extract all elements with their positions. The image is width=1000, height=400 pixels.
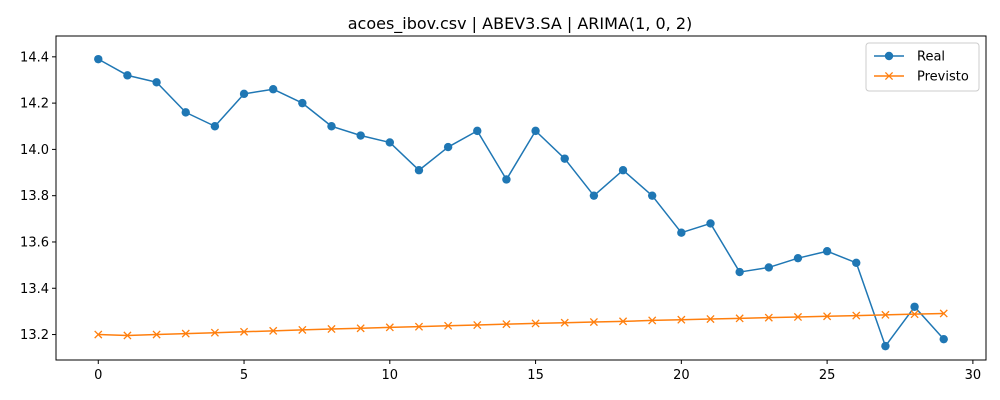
data-point-previsto: [852, 311, 861, 320]
data-point-real: [239, 89, 249, 99]
data-point-previsto: [385, 323, 394, 332]
y-axis: 13.2 13.4 13.6 13.8 14.0 14.2 14.4: [20, 50, 56, 343]
data-point-real: [735, 267, 744, 277]
x-tick-label: 20: [673, 368, 690, 383]
data-point-previsto: [560, 318, 569, 327]
data-point-real: [939, 334, 948, 344]
data-point-previsto: [793, 312, 803, 322]
x-tick-label: 10: [382, 368, 399, 383]
data-point-previsto: [823, 312, 832, 321]
data-point-real: [764, 263, 774, 272]
data-point-previsto: [473, 320, 482, 330]
plot-frame: [55, 35, 987, 361]
data-point-real: [94, 54, 103, 64]
data-point-real: [618, 166, 628, 175]
y-tick-label: 13.6: [20, 235, 49, 250]
data-point-real: [910, 302, 919, 311]
legend-marker-previsto: [884, 71, 894, 81]
data-point-real: [881, 341, 890, 351]
x-tick-label: 30: [965, 368, 982, 383]
y-tick-label: 14.4: [20, 50, 49, 65]
data-point-previsto: [531, 319, 540, 328]
data-point-real: [356, 131, 365, 140]
data-point-previsto: [910, 310, 919, 319]
data-point-real: [443, 142, 453, 152]
data-point-real: [210, 122, 220, 131]
data-point-real: [822, 247, 832, 256]
data-point-previsto: [589, 317, 598, 327]
legend: Real Previsto: [865, 42, 980, 92]
data-point-previsto: [881, 310, 890, 319]
y-tick-label: 13.8: [20, 189, 49, 204]
data-point-previsto: [939, 309, 948, 318]
data-point-real: [123, 71, 132, 80]
chart-title: acoes_ibov.csv | ABEV3.SA | ARIMA(1, 0, …: [348, 14, 693, 34]
x-axis: 0 5 10 15 20 25 30: [94, 360, 981, 383]
legend-marker-real: [884, 51, 894, 61]
data-point-previsto: [327, 324, 336, 334]
data-point-previsto: [735, 314, 744, 323]
y-tick-label: 14.0: [20, 143, 49, 158]
data-point-real: [385, 138, 395, 147]
data-point-real: [793, 253, 803, 263]
data-point-previsto: [648, 316, 657, 325]
data-point-real: [298, 98, 307, 108]
data-point-previsto: [269, 326, 278, 335]
data-point-real: [560, 154, 569, 163]
data-point-previsto: [94, 330, 103, 339]
data-point-real: [268, 85, 278, 94]
data-point-previsto: [618, 317, 628, 326]
x-tick-label: 25: [819, 368, 836, 383]
data-point-previsto: [502, 320, 511, 329]
legend-box: [865, 42, 980, 92]
data-point-previsto: [181, 329, 190, 338]
legend-label-real: Real: [917, 50, 945, 65]
data-point-previsto: [444, 321, 453, 330]
data-point-real: [327, 122, 336, 131]
x-tick-label: 0: [94, 368, 102, 383]
data-point-previsto: [677, 315, 686, 324]
data-point-previsto: [298, 325, 307, 334]
x-tick-label: 5: [240, 368, 248, 383]
x-tick-label: 15: [527, 368, 544, 383]
data-point-real: [677, 228, 686, 237]
data-point-previsto: [356, 324, 365, 333]
data-point-real: [647, 191, 657, 200]
plot-area: [94, 54, 948, 351]
series-line-previsto: [98, 312, 944, 337]
data-point-previsto: [414, 322, 424, 331]
data-point-real: [706, 219, 715, 228]
series-line-real: [97, 58, 945, 347]
y-tick-label: 13.2: [20, 328, 49, 343]
data-point-real: [502, 175, 511, 184]
data-point-previsto: [210, 328, 219, 337]
data-point-real: [414, 166, 424, 175]
data-point-previsto: [123, 331, 132, 340]
data-point-real: [152, 78, 161, 87]
data-point-previsto: [764, 313, 773, 322]
data-point-real: [473, 126, 482, 136]
legend-label-previsto: Previsto: [917, 70, 969, 85]
data-point-previsto: [239, 327, 249, 336]
data-point-real: [181, 108, 190, 117]
data-point-real: [589, 191, 599, 200]
y-tick-label: 14.2: [20, 97, 49, 112]
data-point-previsto: [152, 330, 161, 339]
data-point-real: [852, 258, 861, 267]
y-tick-label: 13.4: [20, 282, 49, 297]
data-point-real: [531, 126, 540, 136]
data-point-previsto: [706, 314, 715, 324]
